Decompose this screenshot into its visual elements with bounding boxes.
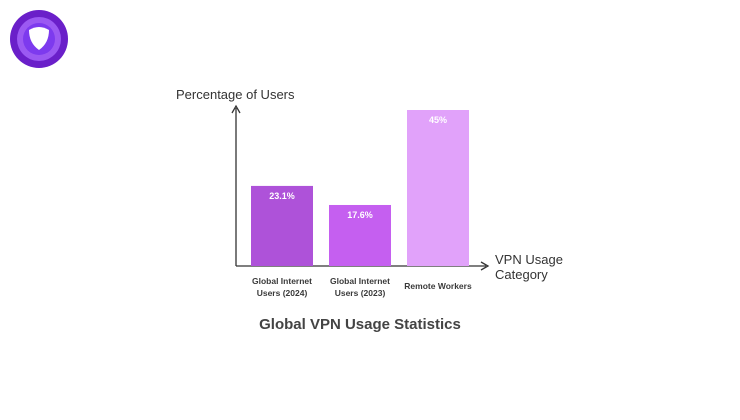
svg-text:VPN Usage Category: VPN Usage Category — [495, 252, 567, 282]
y-axis-title: Percentage of Users — [176, 87, 295, 102]
bar-value-label-0: 23.1% — [269, 191, 295, 201]
shield-logo-icon — [29, 27, 49, 50]
category-label-2: Remote Workers — [404, 281, 472, 291]
bar-value-label-2: 45% — [429, 115, 447, 125]
bar-0 — [251, 185, 313, 266]
x-axis-title-line-1: VPN Usage — [495, 252, 563, 267]
bar-2 — [407, 110, 469, 266]
x-axis-title-line-2: Category — [495, 267, 548, 282]
bar-value-label-1: 17.6% — [347, 210, 373, 220]
x-axis-arrow — [480, 261, 490, 271]
category-label-0: Global Internet Users (2024) — [252, 276, 312, 298]
brand-logo-icon — [10, 10, 68, 68]
category-label-1: Global Internet Users (2023) — [330, 276, 390, 298]
bar-1 — [329, 204, 391, 266]
chart-title: Global VPN Usage Statistics — [259, 316, 461, 333]
y-axis-arrow — [231, 104, 241, 114]
